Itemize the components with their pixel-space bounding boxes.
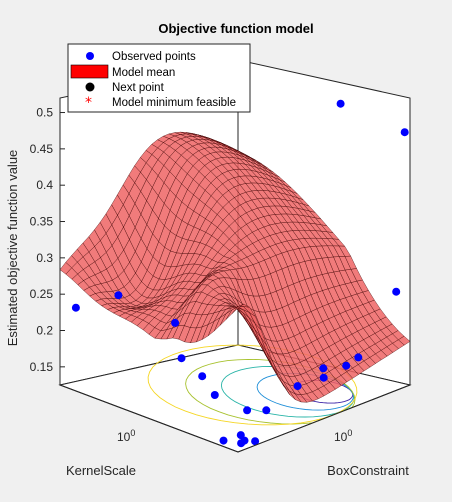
legend-marker-next-point (85, 82, 95, 92)
observed-point (336, 99, 345, 108)
x-axis-line (59, 384, 239, 453)
observed-point (392, 287, 401, 296)
x-tick-exponent: 0 (130, 428, 135, 438)
x-tick-base: 10 (117, 430, 131, 444)
legend-label-next-point: Next point (112, 82, 165, 94)
observed-point (243, 406, 252, 415)
z-axis-label: Estimated objective function value (5, 150, 20, 347)
legend-label-model-minimum: Model minimum feasible (112, 97, 236, 109)
observed-point (114, 291, 123, 300)
z-tick-label: 0.4 (36, 178, 53, 192)
legend-marker-asterisk: * (85, 95, 92, 111)
z-tick-label: 0.35 (30, 215, 54, 229)
legend-label-observed: Observed points (112, 51, 196, 63)
z-tick-label: 0.45 (30, 142, 54, 156)
model-mean-surface (59, 131, 411, 403)
legend-entry-model-minimum: * Model minimum feasible (85, 95, 236, 111)
legend-entry-model-mean: Model mean (70, 64, 175, 79)
z-ticks: 0.15 0.2 0.25 0.3 0.35 0.4 0.45 0.5 (30, 106, 65, 374)
observed-point (293, 382, 302, 391)
y-axis-line (237, 384, 411, 453)
z-tick-label: 0.3 (36, 251, 53, 265)
legend-marker-observed (86, 52, 94, 60)
observed-point (319, 364, 328, 373)
observed-point (319, 373, 328, 382)
observed-point (262, 406, 271, 415)
observed-point (177, 354, 186, 363)
legend[interactable]: Observed points Model mean Next point * … (67, 43, 251, 113)
y-axis-label: BoxConstraint (327, 463, 409, 478)
observed-point (219, 436, 228, 445)
chart-title: Objective function model (158, 21, 313, 36)
y-tick-base: 10 (334, 430, 348, 444)
legend-entry-observed: Observed points (86, 51, 196, 63)
observed-point (171, 318, 180, 327)
observed-point (354, 353, 363, 362)
observed-point (251, 437, 260, 446)
z-tick-label: 0.15 (30, 360, 54, 374)
z-tick-label: 0.2 (36, 324, 53, 338)
surface-patch (231, 303, 244, 314)
z-tick-label: 0.25 (30, 287, 54, 301)
observed-points (71, 99, 409, 448)
y-tick-exponent: 0 (347, 428, 352, 438)
observed-point (210, 391, 219, 399)
observed-point (400, 128, 409, 137)
observed-point (342, 361, 351, 370)
z-tick-label: 0.5 (36, 106, 53, 120)
x-axis-label: KernelScale (66, 463, 136, 478)
observed-point (236, 431, 245, 440)
legend-entry-next-point: Next point (85, 82, 165, 94)
observed-point (198, 372, 207, 381)
y-tick-label: 100 (334, 428, 352, 444)
axes-3d: 0.15 0.2 0.25 0.3 0.35 0.4 0.45 0.5 (30, 59, 412, 453)
observed-point (71, 303, 80, 312)
legend-label-model-mean: Model mean (112, 67, 175, 79)
x-tick-label: 100 (117, 428, 135, 444)
legend-marker-model-mean (70, 64, 109, 79)
